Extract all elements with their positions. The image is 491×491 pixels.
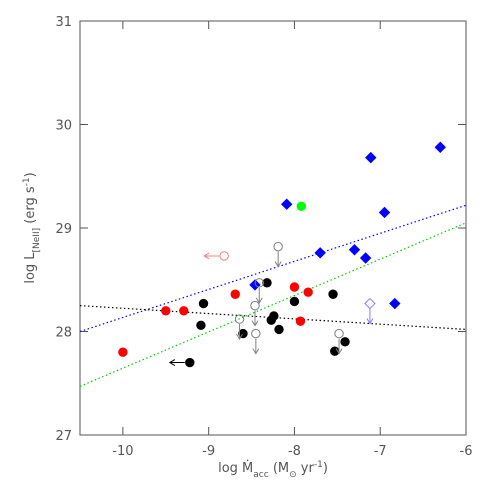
- limit-arrow: [255, 287, 263, 304]
- y-title-end: ): [23, 172, 38, 177]
- circle-point: [303, 287, 313, 297]
- x-tick-label: -10: [112, 444, 133, 459]
- diamond-point: [434, 141, 446, 153]
- circle-point: [219, 251, 229, 261]
- circle-point: [161, 306, 171, 316]
- y-tick-label: 31: [55, 15, 72, 30]
- circle-point: [274, 324, 284, 335]
- x-tick-label: -8: [288, 444, 301, 459]
- circle-point: [185, 357, 195, 368]
- y-tick-label: 28: [55, 326, 72, 341]
- y-title-main: log L: [23, 252, 38, 284]
- circle-point: [296, 201, 307, 211]
- diamond-point: [314, 247, 326, 259]
- limit-arrow: [168, 359, 185, 366]
- y-tick-label: 29: [55, 222, 72, 237]
- circle-point: [179, 306, 189, 316]
- circle-point: [273, 241, 283, 252]
- circle-point: [238, 328, 248, 339]
- y-axis-title: log L[NeII] (erg s-1): [22, 172, 42, 283]
- x-tick-label: -6: [460, 444, 473, 459]
- diamond-point: [364, 297, 376, 310]
- y-title-sup: -1: [22, 177, 32, 186]
- circle-point: [250, 300, 260, 311]
- circle-point: [262, 278, 272, 288]
- limit-arrow: [236, 324, 243, 341]
- circle-point: [289, 296, 300, 307]
- y-tick-label: 27: [55, 429, 72, 444]
- circle-point: [198, 298, 209, 309]
- limit-arrow: [274, 251, 282, 268]
- x-title-sup: -1: [314, 460, 323, 470]
- y-title-unit: (erg s: [23, 186, 38, 228]
- y-title-sub: [NeII]: [32, 228, 42, 253]
- x-title-main: log Ṁ: [218, 460, 253, 476]
- y-tick-label: 30: [55, 119, 72, 134]
- diamond-point: [359, 252, 372, 264]
- diamond-point: [348, 244, 361, 256]
- limit-arrow: [251, 310, 259, 327]
- circle-point: [289, 282, 300, 292]
- x-title-sub: acc: [253, 470, 268, 480]
- diamond-point: [389, 297, 401, 310]
- circle-point: [340, 337, 350, 347]
- x-tick-label: -7: [374, 444, 387, 459]
- circle-point: [234, 314, 245, 324]
- diamond-point: [281, 198, 293, 210]
- circle-point: [254, 278, 264, 288]
- diamond-point: [365, 151, 377, 164]
- limit-arrow: [335, 338, 343, 355]
- circle-point: [295, 316, 306, 326]
- x-title-unit-tail: yr: [297, 461, 315, 476]
- circle-point: [328, 289, 338, 299]
- limit-arrow: [252, 338, 260, 355]
- limit-arrow: [203, 252, 220, 260]
- x-title-end: ): [323, 461, 328, 476]
- circle-point: [230, 289, 240, 299]
- diamond-point: [249, 279, 261, 291]
- circle-point: [269, 311, 279, 321]
- circle-point: [196, 320, 206, 330]
- circle-point: [251, 328, 261, 339]
- plot-frame: [79, 20, 467, 436]
- x-title-unit-sub: ⊙: [289, 470, 297, 480]
- x-title-unit: (M: [269, 461, 289, 476]
- circle-point: [118, 347, 128, 357]
- circle-point: [334, 328, 344, 339]
- limit-arrow: [366, 308, 374, 325]
- x-axis-title: log Ṁacc (M⊙ yr-1): [218, 460, 328, 480]
- diamond-point: [378, 206, 391, 219]
- x-tick-label: -9: [202, 444, 215, 459]
- fit-line: [79, 222, 467, 387]
